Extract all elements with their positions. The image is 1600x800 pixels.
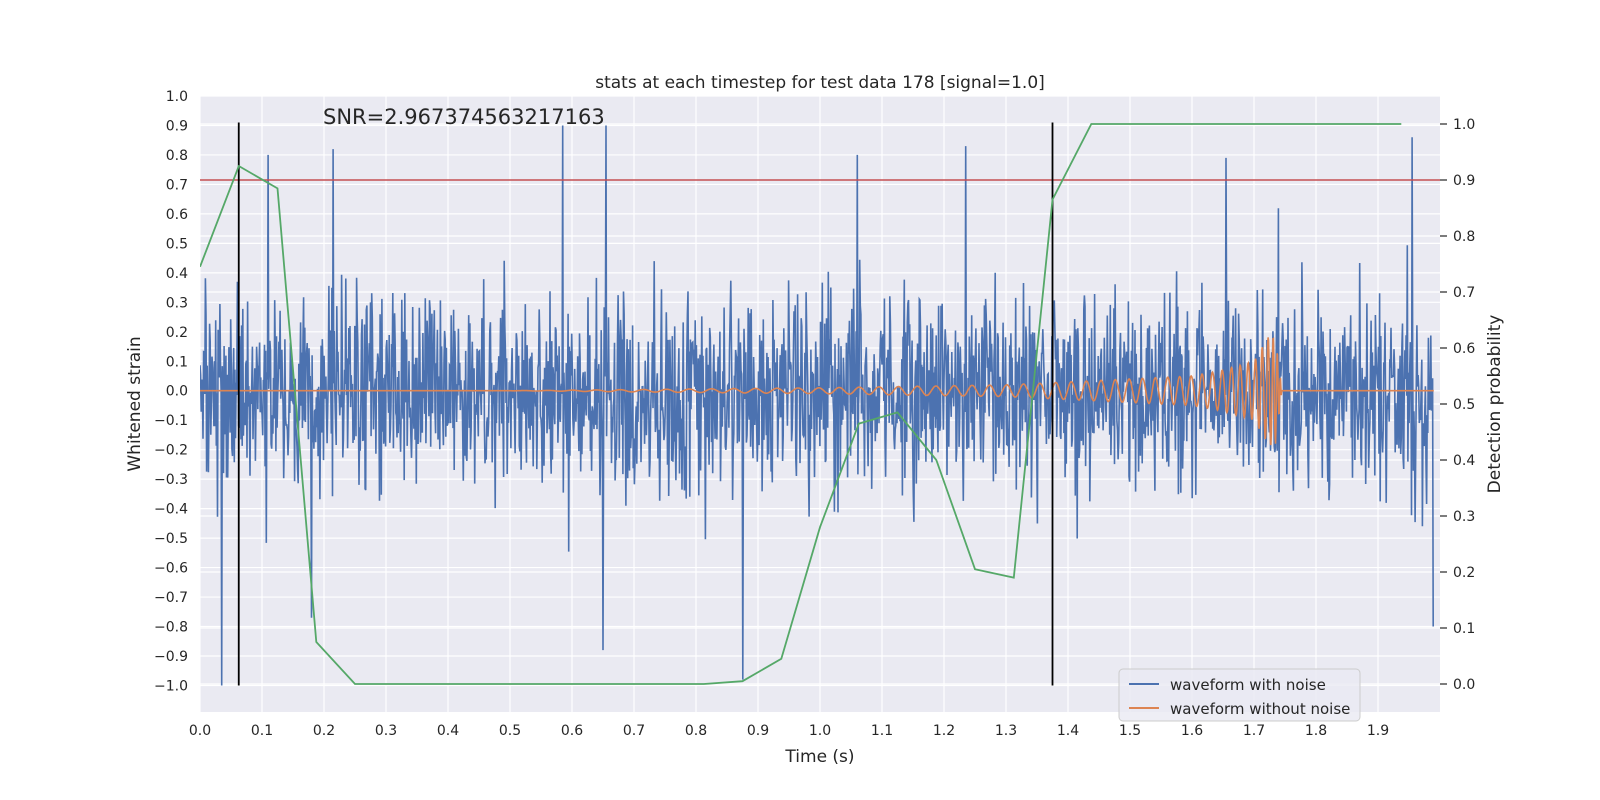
y2-tick-label: 0.6 (1453, 341, 1475, 357)
y2-tick-label: 0.7 (1453, 285, 1475, 301)
x-tick-label: 1.2 (933, 723, 955, 739)
legend-label-clean: waveform without noise (1170, 700, 1350, 718)
x-tick-label: 0.4 (437, 723, 459, 739)
x-tick-label: 0.8 (685, 723, 707, 739)
marker-lines (237, 122, 1054, 686)
x-tick-label: 1.7 (1243, 723, 1265, 739)
y-tick-label: 0.6 (166, 207, 188, 223)
y-tick-label: 0.8 (166, 148, 188, 164)
y2-tick-label: 0.5 (1453, 397, 1475, 413)
y-tick-label: −0.1 (154, 413, 188, 429)
x-tick-label: 0.1 (251, 723, 273, 739)
x-tick-label: 0.5 (499, 723, 521, 739)
y2-tick-label: 1.0 (1453, 117, 1475, 133)
series-waveform-without-noise (200, 337, 1434, 446)
y-tick-label: 0.3 (166, 295, 188, 311)
x-tick-label: 1.6 (1181, 723, 1203, 739)
y-tick-label: 0.1 (166, 354, 188, 370)
y2-tick-label: 0.8 (1453, 229, 1475, 245)
chart-title: stats at each timestep for test data 178… (595, 73, 1045, 93)
y-tick-label: 0.7 (166, 177, 188, 193)
y-tick-label: −0.2 (154, 443, 188, 459)
x-tick-label: 0.3 (375, 723, 397, 739)
y-tick-label: 0.4 (166, 266, 188, 282)
x-tick-label: 0.6 (561, 723, 583, 739)
y-tick-label: −0.5 (154, 531, 188, 547)
legend-box (1118, 668, 1361, 722)
y-tick-label: −1.0 (154, 678, 188, 694)
x-axis-label: Time (s) (784, 747, 854, 767)
legend-label-noisy: waveform with noise (1170, 676, 1326, 694)
y2-ticks: 1.0 0.9 0.8 0.7 0.6 0.5 0.4 0.3 0.2 0.1 0.0 (1440, 117, 1475, 693)
y2-tick-label: 0.0 (1453, 677, 1475, 693)
series-waveform-with-noise (200, 125, 1434, 686)
y2-axis-label: Detection probability (1485, 315, 1505, 494)
x-tick-label: 1.1 (871, 723, 893, 739)
y-tick-label: −0.4 (154, 502, 188, 518)
x-tick-label: 1.8 (1305, 723, 1327, 739)
x-tick-label: 1.0 (809, 723, 831, 739)
y-tick-label: 0.2 (166, 325, 188, 341)
x-tick-label: 1.4 (1057, 723, 1079, 739)
line-waveform-with-noise (200, 125, 1434, 686)
x-tick-label: 0.9 (747, 723, 769, 739)
y2-tick-label: 0.1 (1453, 621, 1475, 637)
y2-tick-label: 0.2 (1453, 565, 1475, 581)
x-tick-label: 1.5 (1119, 723, 1141, 739)
line-detection-probability (200, 123, 1402, 685)
x-tick-label: 0.0 (189, 723, 211, 739)
y-tick-label: 0.5 (166, 236, 188, 252)
x-tick-label: 0.2 (313, 723, 335, 739)
y-tick-label: −0.6 (154, 561, 188, 577)
y-tick-label: 0.0 (166, 384, 188, 400)
y2-tick-label: 0.9 (1453, 173, 1475, 189)
x-tick-label: 1.3 (995, 723, 1017, 739)
y-tick-label: −0.9 (154, 649, 188, 665)
y-tick-label: −0.8 (154, 620, 188, 636)
y-tick-label: −0.7 (154, 590, 188, 606)
x-ticks: 0.0 0.1 0.2 0.3 0.4 0.5 0.6 0.7 0.8 0.9 1.0 1.1 1.2 1… (189, 723, 1389, 739)
line-waveform-without-noise (200, 337, 1434, 446)
x-tick-label: 1.9 (1367, 723, 1389, 739)
y2-tick-label: 0.4 (1453, 453, 1475, 469)
y-axis-label: Whitened strain (125, 336, 145, 471)
y-tick-label: −0.3 (154, 472, 188, 488)
y-ticks: 1.0 0.9 0.8 0.7 0.6 0.5 0.4 0.3 0.2 0.1 0.0 −0.1 −0.… (154, 89, 188, 694)
y-tick-label: 0.9 (166, 118, 188, 134)
snr-annotation: SNR=2.967374563217163 (323, 105, 605, 129)
y-tick-label: 1.0 (166, 89, 188, 105)
x-tick-label: 0.7 (623, 723, 645, 739)
legend: waveform with noise waveform without noi… (1118, 668, 1361, 722)
y2-tick-label: 0.3 (1453, 509, 1475, 525)
series-detection-probability (200, 123, 1402, 685)
